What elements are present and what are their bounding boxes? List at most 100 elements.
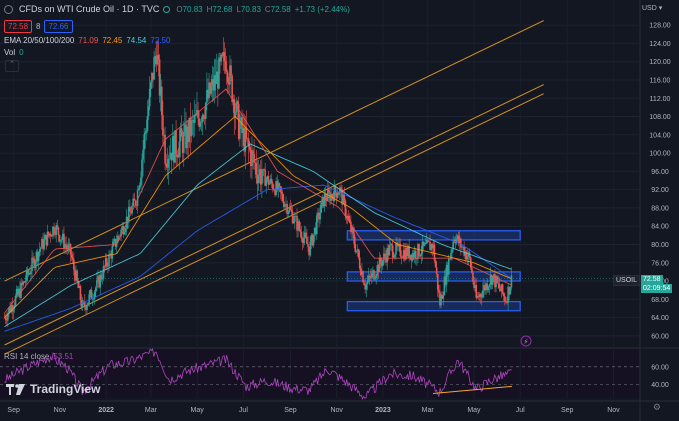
candle-body [88, 294, 91, 303]
y-tick-label: 60.00 [651, 333, 669, 340]
x-tick-label: Mar [145, 407, 158, 414]
candle-body [321, 196, 324, 203]
candle-body [283, 200, 285, 207]
x-tick-label: Sep [561, 407, 574, 414]
candle-body [159, 86, 162, 96]
trend-channel [4, 20, 544, 355]
candle-body [259, 169, 262, 185]
candle-body [49, 233, 52, 237]
candle-body [308, 246, 310, 256]
ohlc-l: L70.83 [236, 4, 261, 14]
ema100-value: 74.54 [126, 36, 147, 45]
candle-body [439, 292, 441, 306]
candle-body [75, 270, 77, 281]
candle-body [187, 126, 189, 143]
candle-body [189, 117, 192, 137]
currency-label[interactable]: USD ▾ [642, 5, 663, 12]
candle-body [435, 267, 438, 274]
candle-body [237, 104, 240, 139]
x-tick-label: Nov [330, 407, 343, 414]
candle-body [441, 294, 443, 299]
candle-body [417, 243, 419, 259]
symbol-status-icon [4, 4, 13, 14]
buy-button[interactable]: 72.66 [44, 20, 73, 33]
candle-body [407, 245, 409, 257]
candle-body [357, 249, 360, 258]
settings-gear-icon[interactable]: ⚙ [652, 402, 661, 412]
candle-body [377, 265, 380, 273]
candle-body [342, 194, 345, 205]
candle-body [369, 277, 372, 279]
candle-body [461, 247, 463, 248]
candle-body [280, 192, 283, 194]
y-tick-label: 92.00 [651, 187, 669, 194]
candle-body [211, 79, 214, 87]
candle-body [364, 285, 366, 290]
x-tick-label: May [467, 407, 481, 414]
sell-button[interactable]: 72.58 [4, 20, 33, 33]
candle-body [345, 215, 348, 218]
ema200-value: 72.50 [150, 36, 171, 45]
candle-body [386, 248, 388, 263]
candle-body [82, 301, 85, 303]
candle-body [160, 86, 163, 116]
candle-body [130, 211, 132, 214]
x-tick-label: Sep [7, 407, 20, 414]
candle-body [25, 269, 28, 281]
candle-body [152, 72, 154, 80]
candle-body [311, 234, 314, 246]
candle-body [309, 241, 312, 256]
candle-body [114, 238, 117, 247]
candle-body [100, 274, 103, 280]
candle-body [464, 251, 467, 256]
candle-body [297, 221, 299, 231]
candle-body [87, 302, 89, 306]
candle-body [151, 72, 153, 83]
candle-body [236, 101, 239, 105]
candle-body [396, 242, 398, 247]
candle-body [110, 253, 113, 259]
vol-label[interactable]: Vol [4, 48, 16, 57]
candle-body [43, 239, 45, 250]
channel-line-2 [4, 93, 544, 355]
price-tag: 72.58 [641, 275, 663, 284]
candle-body [349, 219, 351, 222]
candle-body [384, 253, 386, 257]
candle-body [397, 243, 399, 247]
symbol-title[interactable]: CFDs on WTI Crude Oil · 1D · TVC [19, 4, 160, 14]
candle-body [36, 251, 39, 262]
candle-body [54, 233, 56, 235]
candle-body [23, 281, 26, 283]
candle-body [431, 244, 434, 249]
candle-body [453, 239, 456, 242]
candle-body [251, 150, 253, 167]
candle-body [270, 178, 273, 184]
candle-body [41, 238, 43, 248]
candle-body [64, 244, 66, 249]
lightning-icon[interactable] [520, 335, 532, 347]
candle-body [388, 245, 391, 256]
candle-body [286, 204, 288, 215]
ema-legend-label[interactable]: EMA 20/50/100/200 [4, 36, 75, 45]
candle-body [244, 127, 247, 152]
ema20-value: 71.09 [78, 36, 99, 45]
candle-body [424, 243, 427, 244]
rsi-label[interactable]: RSI 14 close [4, 352, 50, 361]
candle-body [391, 245, 394, 258]
candle-body [331, 193, 334, 197]
candle-body [344, 200, 347, 216]
candle-body [40, 247, 42, 250]
candle-body [352, 227, 354, 234]
candle-body [305, 232, 307, 237]
candle-body [250, 149, 252, 167]
candle-body [145, 130, 148, 133]
candle-body [295, 215, 297, 217]
candle-body [178, 141, 181, 158]
candle-body [52, 226, 54, 237]
candle-body [281, 193, 284, 201]
candle-body [292, 221, 295, 224]
candle-body [442, 294, 445, 299]
candle-body [264, 169, 266, 186]
collapse-legend-button[interactable]: ⌃ [5, 60, 19, 72]
